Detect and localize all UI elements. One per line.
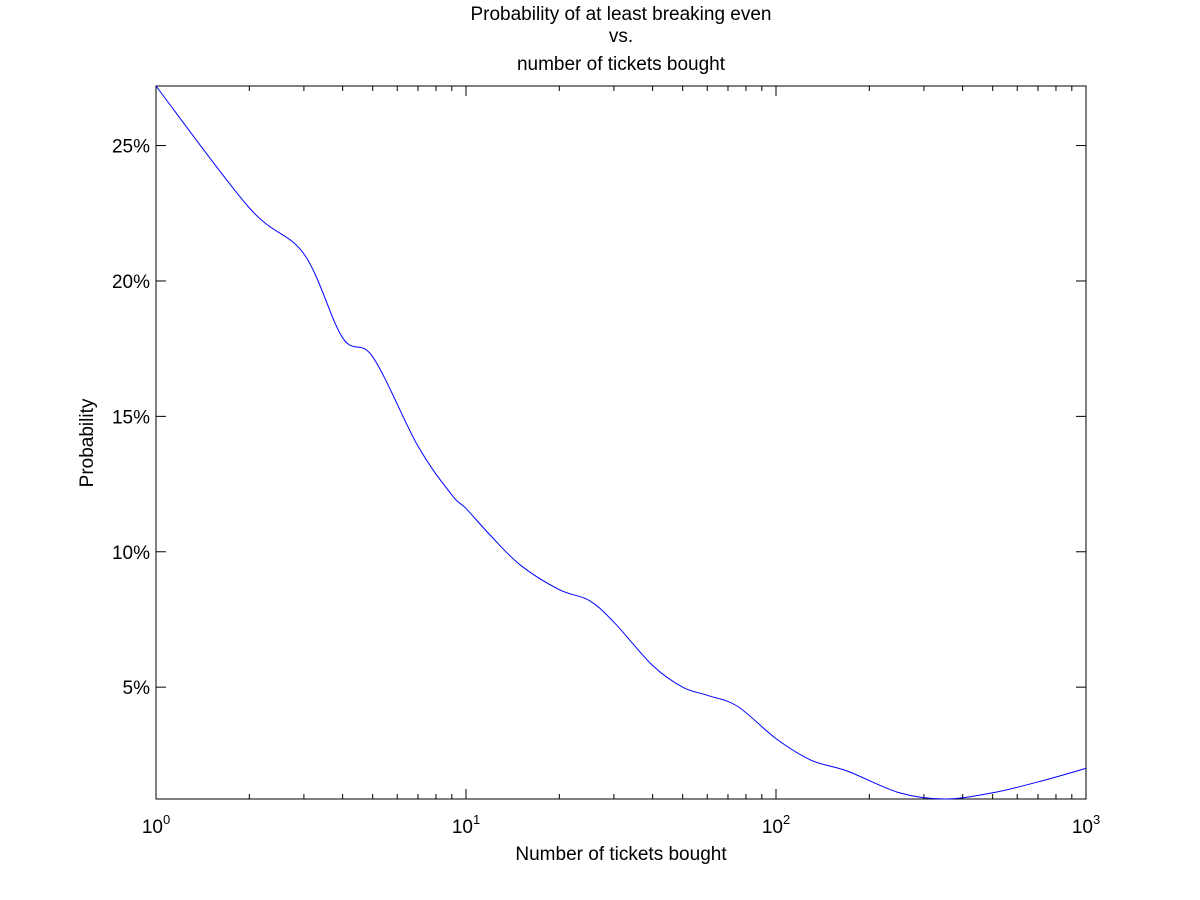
x-tick-label-exponent: 1 — [473, 812, 480, 827]
x-tick-label-exponent: 2 — [783, 812, 790, 827]
chart-title-line-1: Probability of at least breaking even — [470, 4, 771, 25]
series-line-0 — [155, 85, 1087, 800]
y-tick-label: 10% — [112, 543, 150, 564]
axes-box — [155, 85, 1087, 800]
x-tick-label-exponent: 0 — [163, 812, 170, 827]
x-tick-label-exponent: 3 — [1093, 812, 1100, 827]
x-tick-label: 102 — [762, 812, 790, 838]
x-tick-label: 100 — [142, 812, 170, 838]
x-axis-label: Number of tickets bought — [515, 844, 727, 865]
x-tick-label: 101 — [452, 812, 480, 838]
y-tick-label: 20% — [112, 272, 150, 293]
x-tick-label-base: 10 — [1072, 817, 1093, 838]
y-axis-label: Probability — [77, 398, 98, 487]
chart-title: Probability of at least breaking even vs… — [470, 4, 771, 75]
chart-title-line-2: vs. — [609, 26, 633, 47]
x-tick-label: 103 — [1072, 812, 1100, 838]
chart-title-line-3: number of tickets bought — [517, 54, 726, 75]
y-tick-label: 15% — [112, 407, 150, 428]
y-tick-label: 5% — [123, 678, 151, 699]
x-tick-label-base: 10 — [762, 817, 783, 838]
x-tick-label-base: 10 — [142, 817, 163, 838]
x-tick-label-base: 10 — [452, 817, 473, 838]
y-tick-label: 25% — [112, 137, 150, 158]
